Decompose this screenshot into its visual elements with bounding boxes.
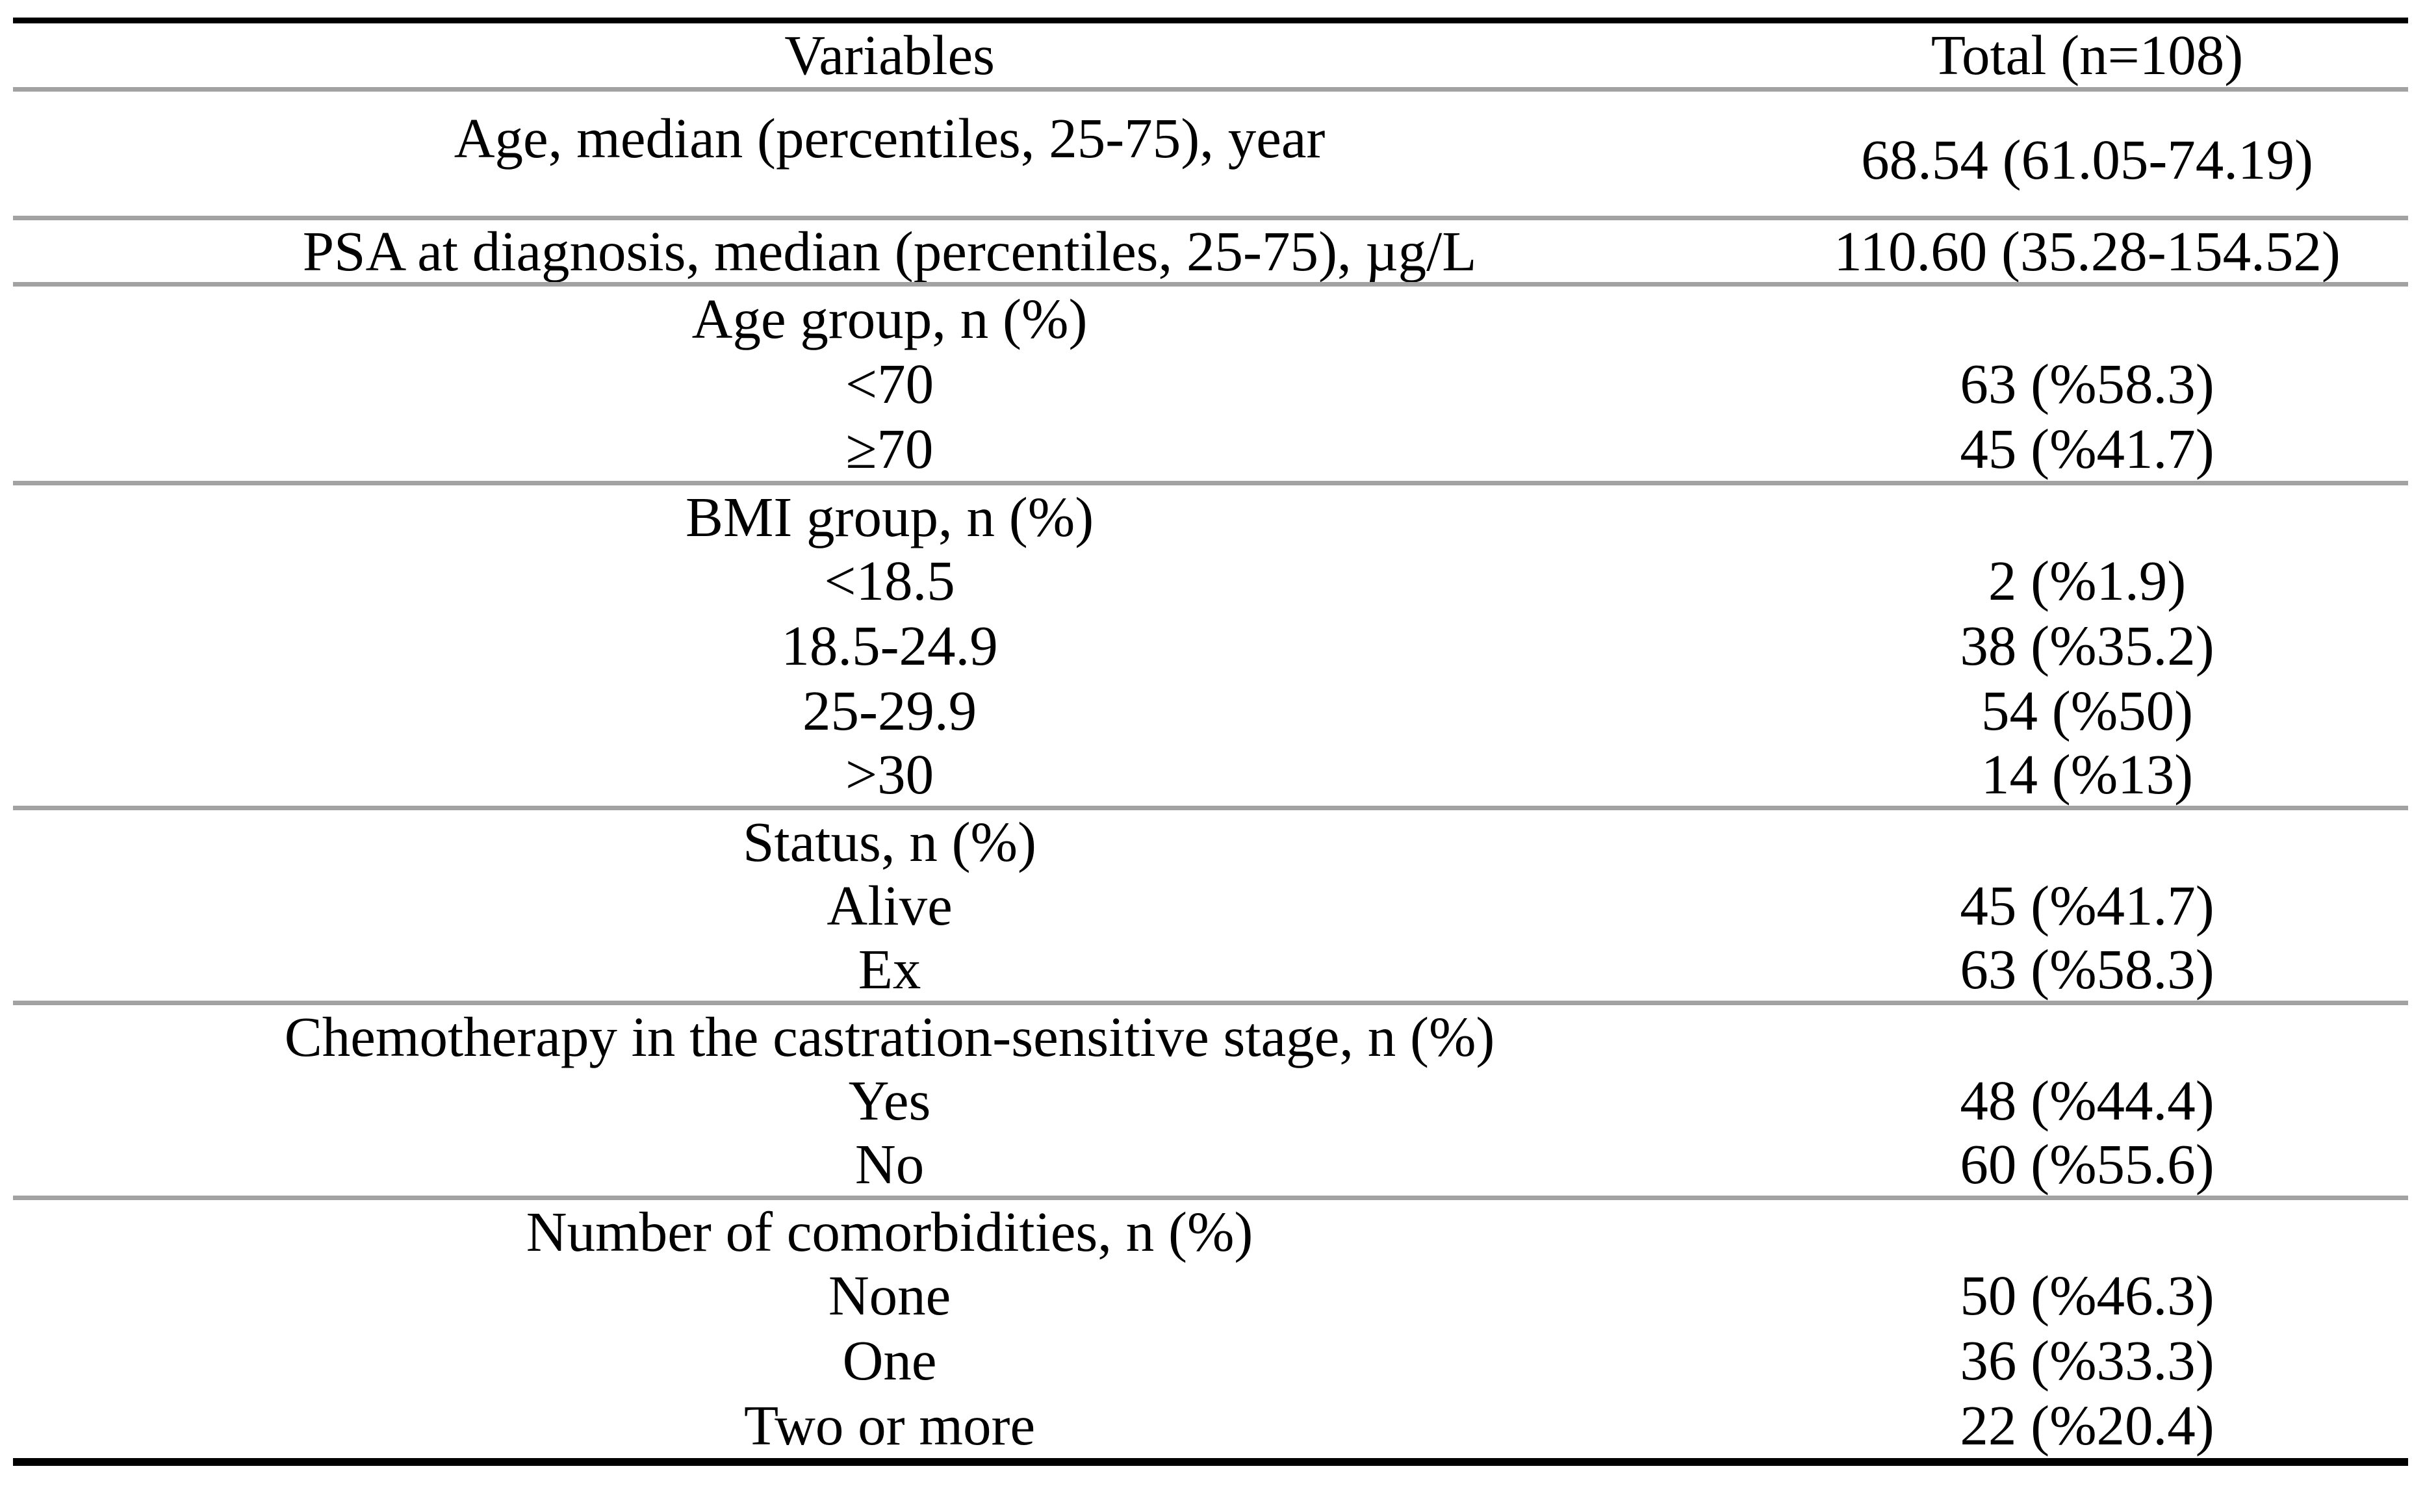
value-cell: 110.60 (35.28-154.52)	[1766, 218, 2408, 287]
row-comorbidities-none: None 50 (%46.3)	[13, 1263, 2408, 1328]
value-cell	[1766, 1003, 2408, 1068]
variable-cell: Age group, n (%)	[691, 287, 1088, 350]
row-age-median: Age, median (percentiles, 25-75), year 6…	[13, 89, 2408, 220]
row-comorbidities-one: One 36 (%33.3)	[13, 1328, 2408, 1393]
variable-cell: Status, n (%)	[743, 810, 1036, 873]
row-bmi-25-29-9: 25-29.9 54 (%50)	[13, 678, 2408, 743]
row-status-ex: Ex 63 (%58.3)	[13, 938, 2408, 1006]
patient-characteristics-table: Variables Total (n=108) Age, median (per…	[13, 23, 2408, 1458]
row-bmi-18-5-24-9: 18.5-24.9 38 (%35.2)	[13, 613, 2408, 678]
row-chemo-yes: Yes 48 (%44.4)	[13, 1068, 2408, 1133]
value-cell: 45 (%41.7)	[1960, 873, 2214, 937]
row-chemo-no: No 60 (%55.6)	[13, 1133, 2408, 1201]
value-cell: 14 (%13)	[1766, 743, 2408, 811]
value-cell: 63 (%58.3)	[1766, 938, 2408, 1006]
row-chemo-header: Chemotherapy in the castration-sensitive…	[13, 1003, 2408, 1068]
patient-characteristics-table-frame: Variables Total (n=108) Age, median (per…	[13, 18, 2408, 1466]
value-cell: 63 (%58.3)	[1960, 352, 2214, 415]
variable-cell: Yes	[848, 1068, 931, 1132]
row-status-header: Status, n (%)	[13, 808, 2408, 873]
variable-cell: Alive	[827, 873, 953, 937]
row-comorbidities-header: Number of comorbidities, n (%)	[13, 1198, 2408, 1263]
variable-cell: No	[13, 1133, 1767, 1201]
variable-cell: One	[842, 1328, 937, 1392]
value-cell: 36 (%33.3)	[1960, 1328, 2214, 1392]
value-cell: 54 (%50)	[1981, 678, 2194, 742]
variable-cell: ≥70	[13, 416, 1767, 486]
row-bmi-over-30: >30 14 (%13)	[13, 743, 2408, 811]
row-bmi-under-18-5: <18.5 2 (%1.9)	[13, 548, 2408, 613]
variable-cell: 18.5-24.9	[781, 613, 998, 677]
variable-cell: BMI group, n (%)	[685, 485, 1094, 548]
row-age-group-header: Age group, n (%)	[13, 285, 2408, 351]
value-cell	[1766, 285, 2408, 351]
value-cell	[1766, 1198, 2408, 1263]
row-psa-diagnosis: PSA at diagnosis, median (percentiles, 2…	[13, 218, 2408, 287]
variable-cell: Ex	[13, 938, 1767, 1006]
variable-cell: Two or more	[744, 1393, 1036, 1457]
value-cell: 68.54 (61.05-74.19)	[1766, 89, 2408, 220]
table-header-row: Variables Total (n=108)	[13, 23, 2408, 92]
variable-cell: <18.5	[824, 548, 955, 612]
value-cell	[1766, 808, 2408, 873]
value-cell: 50 (%46.3)	[1960, 1263, 2214, 1327]
value-cell: 48 (%44.4)	[1960, 1068, 2214, 1132]
variable-cell: Age, median (percentiles, 25-75), year	[13, 89, 1767, 220]
column-header-variables: Variables	[13, 23, 1767, 92]
column-header-total: Total (n=108)	[1766, 23, 2408, 92]
row-age-under-70: <70 63 (%58.3)	[13, 351, 2408, 417]
row-bmi-group-header: BMI group, n (%)	[13, 483, 2408, 548]
variable-cell: None	[828, 1263, 951, 1327]
variable-cell: >30	[13, 743, 1767, 811]
row-age-70-plus: ≥70 45 (%41.7)	[13, 416, 2408, 486]
value-cell: 38 (%35.2)	[1960, 613, 2214, 677]
row-status-alive: Alive 45 (%41.7)	[13, 873, 2408, 938]
variable-cell: Number of comorbidities, n (%)	[526, 1199, 1253, 1263]
variable-cell: Chemotherapy in the castration-sensitive…	[284, 1005, 1495, 1068]
value-cell: 45 (%41.7)	[1766, 416, 2408, 486]
row-comorbidities-two-or-more: Two or more 22 (%20.4)	[13, 1393, 2408, 1458]
variable-cell: <70	[845, 352, 934, 415]
variable-cell: 25-29.9	[802, 678, 977, 742]
value-cell: 22 (%20.4)	[1960, 1393, 2214, 1457]
variable-cell: PSA at diagnosis, median (percentiles, 2…	[13, 218, 1767, 287]
value-cell: 2 (%1.9)	[1988, 548, 2187, 612]
value-cell	[1766, 483, 2408, 548]
value-cell: 60 (%55.6)	[1766, 1133, 2408, 1201]
